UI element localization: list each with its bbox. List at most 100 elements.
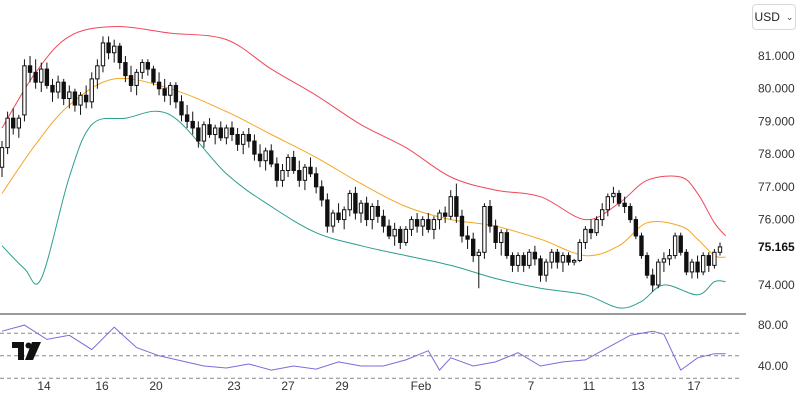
candle-body: [656, 261, 661, 286]
candle: [22, 59, 27, 122]
candle-body: [566, 255, 571, 263]
candle-body: [459, 215, 465, 237]
candle-body: [67, 91, 72, 100]
candle: [661, 252, 667, 272]
candle: [106, 36, 111, 60]
candle-body: [44, 68, 50, 86]
candle-body: [611, 192, 616, 198]
candle-body: [229, 127, 235, 136]
candle: [168, 82, 173, 106]
candle-body: [706, 255, 711, 266]
candle-body: [471, 238, 476, 257]
candle: [392, 222, 397, 246]
candle-body: [644, 255, 650, 276]
candle: [633, 216, 639, 240]
candle: [672, 232, 678, 259]
candle-body: [672, 235, 678, 257]
candle: [274, 157, 280, 187]
candle-body: [549, 251, 554, 263]
candle-body: [633, 219, 639, 237]
candle: [639, 232, 644, 259]
candle-body: [285, 156, 291, 172]
candle: [616, 190, 622, 207]
candle-body: [11, 117, 16, 129]
candle-body: [89, 78, 94, 103]
time-tick-label: Feb: [411, 379, 432, 393]
candle-body: [330, 212, 336, 227]
candle: [330, 209, 336, 233]
candle: [482, 203, 487, 259]
candle: [358, 199, 364, 223]
candle: [55, 75, 61, 99]
candle-body: [224, 127, 229, 139]
candle-body: [689, 261, 695, 273]
candle-body: [179, 101, 184, 116]
candle: [594, 216, 599, 236]
candle: [353, 186, 358, 220]
time-axis: 14 16 20 23 27 29 Feb 5 7 11 13 17: [37, 379, 701, 393]
candle: [280, 163, 285, 187]
candle-body: [409, 219, 414, 230]
candle: [229, 121, 235, 142]
candle: [695, 255, 700, 279]
candle: [510, 252, 515, 272]
time-tick-label: 23: [227, 379, 241, 393]
candle-body: [521, 255, 526, 266]
candle: [5, 111, 10, 155]
candle: [27, 56, 33, 83]
candle: [459, 209, 465, 243]
candle: [33, 59, 38, 89]
candle: [712, 249, 717, 269]
candle-body: [661, 258, 667, 263]
price-tick-label: 79.000: [758, 114, 795, 128]
candle-body: [22, 65, 27, 116]
candle: [89, 72, 94, 109]
time-tick-label: 5: [475, 379, 482, 393]
candle-body: [112, 45, 117, 54]
chevron-down-icon: ⌄: [785, 11, 794, 22]
candle-body: [336, 212, 341, 221]
time-tick-label: 16: [95, 379, 109, 393]
candle-body: [190, 120, 195, 129]
candle-body: [650, 274, 655, 286]
candle: [196, 121, 201, 148]
candle-body: [83, 94, 89, 103]
candle: [560, 252, 566, 272]
candle-body: [201, 124, 207, 142]
candle-body: [117, 45, 122, 64]
candle: [112, 39, 117, 63]
currency-selector-button[interactable]: USD ⌄: [752, 4, 796, 30]
candle-body: [16, 117, 22, 129]
candle: [370, 203, 375, 230]
candle-body: [667, 255, 672, 260]
candle-body: [218, 127, 223, 139]
candle: [437, 209, 442, 230]
candle: [650, 268, 655, 292]
candle: [476, 249, 481, 289]
price-tick-label: 80.000: [758, 82, 795, 96]
candle-body: [241, 134, 246, 145]
time-tick-label: 14: [37, 379, 51, 393]
candle: [207, 118, 212, 138]
time-tick-label: 20: [149, 379, 163, 393]
rsi-tick-label: 40.00: [758, 359, 788, 373]
candle-body: [106, 42, 111, 54]
candle-body: [622, 202, 627, 207]
candle-body: [465, 235, 470, 240]
candle: [628, 203, 633, 223]
candle-body: [487, 205, 493, 227]
candle-body: [55, 81, 61, 93]
candle: [201, 121, 207, 148]
candle-body: [280, 170, 285, 181]
candle: [678, 232, 683, 256]
candle-body: [50, 84, 55, 93]
candle: [302, 163, 308, 191]
time-tick-label: 17: [687, 379, 701, 393]
candle-body: [448, 196, 453, 217]
candle: [398, 226, 403, 250]
candle-body: [510, 255, 515, 266]
candle: [600, 203, 605, 227]
candle: [414, 213, 420, 233]
time-tick-label: 29: [335, 379, 349, 393]
